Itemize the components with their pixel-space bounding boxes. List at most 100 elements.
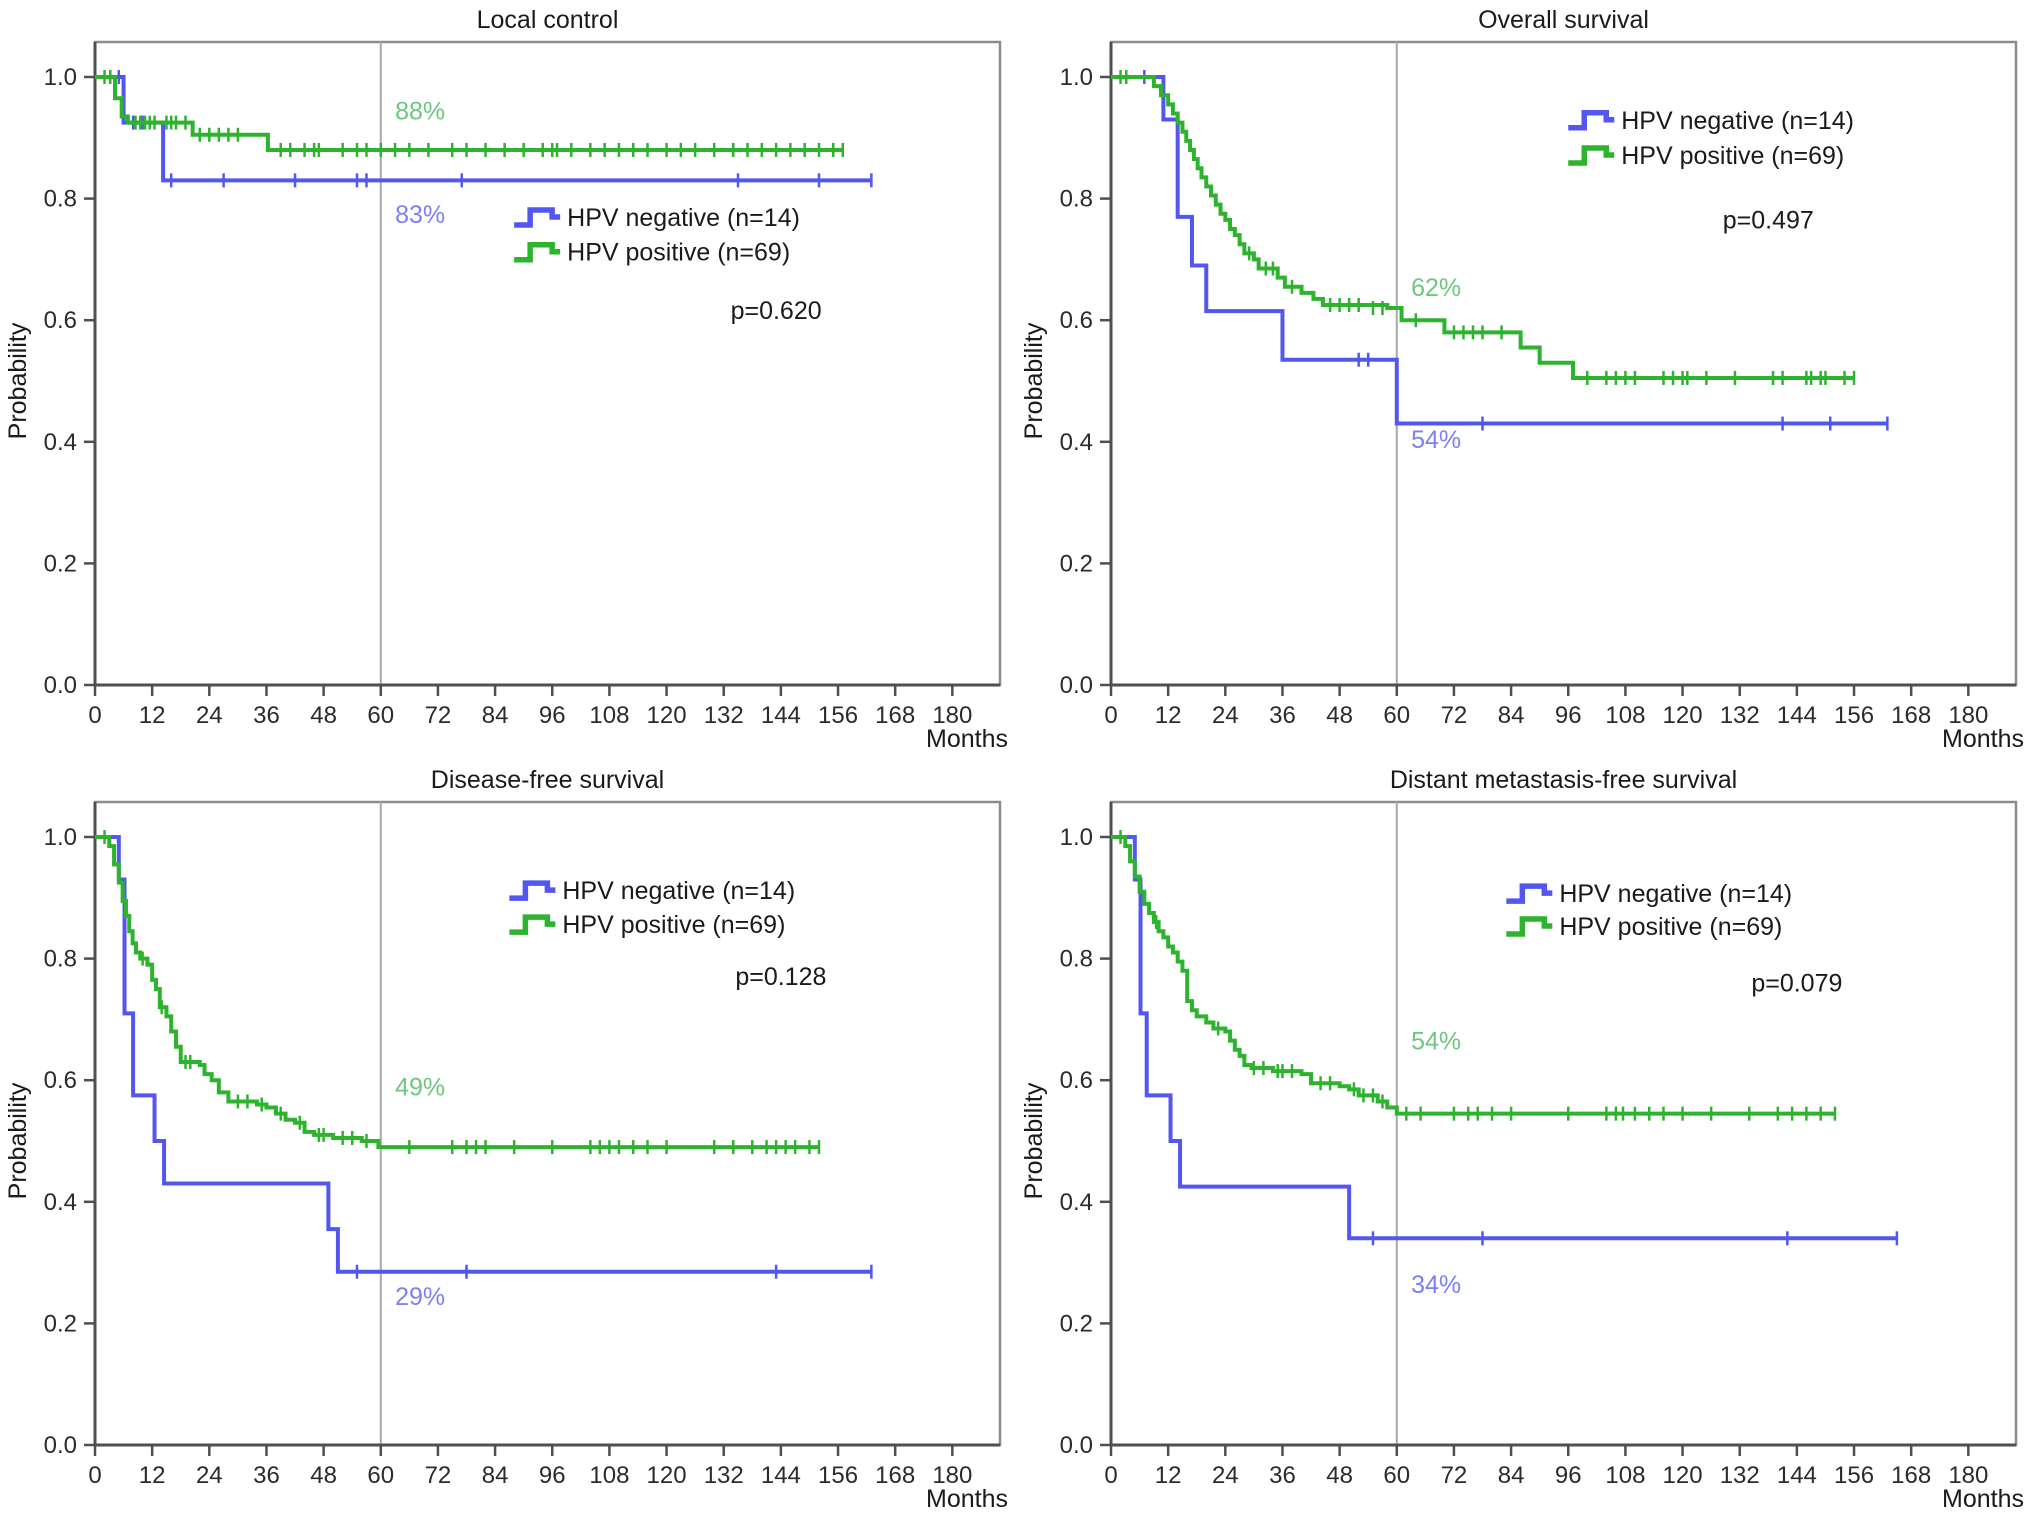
y-tick-label: 0.0 (44, 1432, 77, 1459)
p-value: p=0.620 (731, 297, 822, 325)
y-tick-label: 1.0 (1060, 64, 1093, 91)
legend-label-hpv-negative: HPV negative (n=14) (1559, 880, 1792, 908)
x-tick-label: 12 (1155, 702, 1182, 729)
y-tick-label: 0.0 (44, 672, 77, 699)
p-value: p=0.128 (735, 963, 826, 991)
x-tick-label: 120 (647, 702, 687, 729)
x-tick-label: 24 (196, 1462, 223, 1489)
x-tick-label: 84 (1498, 1462, 1525, 1489)
x-tick-label: 108 (589, 1462, 629, 1489)
x-tick-label: 180 (1948, 702, 1988, 729)
x-tick-label: 96 (539, 1462, 566, 1489)
x-tick-label: 156 (818, 1462, 858, 1489)
y-tick-label: 0.0 (1060, 1432, 1093, 1459)
panel-title: Disease-free survival (431, 766, 664, 794)
x-tick-label: 24 (1212, 702, 1239, 729)
survival-curve-hpv-negative (95, 75, 872, 183)
y-axis-label: Probability (4, 1082, 32, 1199)
x-tick-label: 60 (1383, 702, 1410, 729)
x-tick-label: 72 (425, 1462, 452, 1489)
legend-key-hpv-negative (514, 207, 561, 228)
plot-box (93, 800, 1002, 1447)
y-tick-label: 0.6 (44, 307, 77, 334)
x-axis-label: Months (926, 1485, 1008, 1513)
y-tick-label: 0.8 (44, 946, 77, 973)
plot-box (93, 40, 1002, 687)
annotation-62-percent: 62% (1411, 274, 1461, 302)
x-axis-label: Months (1942, 725, 2024, 753)
x-tick-label: 168 (875, 702, 915, 729)
annotation-83-percent: 83% (395, 201, 445, 229)
legend-key-hpv-positive (514, 241, 561, 263)
x-tick-label: 168 (875, 1462, 915, 1489)
x-tick-label: 72 (1441, 1462, 1468, 1489)
annotation-54-percent: 54% (1411, 1028, 1461, 1056)
annotation-29-percent: 29% (395, 1283, 445, 1311)
x-tick-label: 108 (1605, 702, 1645, 729)
survival-curve-hpv-positive (1111, 835, 1835, 1116)
y-tick-label: 0.8 (1060, 946, 1093, 973)
y-tick-label: 0.6 (44, 1067, 77, 1094)
x-tick-label: 96 (1555, 702, 1582, 729)
x-tick-label: 180 (932, 1462, 972, 1489)
x-tick-label: 48 (310, 702, 337, 729)
p-value: p=0.079 (1751, 969, 1842, 997)
x-tick-label: 144 (761, 1462, 801, 1489)
x-tick-label: 36 (1269, 1462, 1296, 1489)
x-tick-label: 108 (589, 702, 629, 729)
x-tick-label: 36 (1269, 702, 1296, 729)
x-tick-label: 96 (1555, 1462, 1582, 1489)
legend-label-hpv-positive: HPV positive (n=69) (562, 911, 785, 939)
legend-key-hpv-negative (1506, 883, 1553, 904)
x-tick-label: 180 (932, 702, 972, 729)
x-tick-label: 24 (196, 702, 223, 729)
km-chart-distant-metastasis-free-survival: Distant metastasis-free survival 0 12 24 36 4… (1020, 766, 2024, 1513)
x-tick-label: 12 (1155, 1462, 1182, 1489)
p-value: p=0.497 (1723, 206, 1814, 234)
y-tick-label: 0.2 (1060, 550, 1093, 577)
x-tick-label: 0 (1104, 1462, 1117, 1489)
annotation-54-percent: 54% (1411, 426, 1461, 454)
x-tick-label: 72 (1441, 702, 1468, 729)
y-tick-label: 0.2 (44, 1310, 77, 1337)
x-tick-label: 180 (1948, 1462, 1988, 1489)
x-tick-label: 156 (1834, 702, 1874, 729)
x-tick-label: 84 (482, 702, 509, 729)
annotation-88-percent: 88% (395, 97, 445, 125)
x-tick-label: 120 (1663, 702, 1703, 729)
x-tick-label: 24 (1212, 1462, 1239, 1489)
panel-distant-metastasis-free-survival: Distant metastasis-free survival 0 12 24 36 4… (1016, 760, 2032, 1520)
x-tick-label: 0 (88, 1462, 101, 1489)
x-tick-label: 0 (1104, 702, 1117, 729)
survival-curve-hpv-positive (95, 835, 819, 1150)
km-chart-local-control: Local control 0 12 24 36 48 60 72 84 96 108 120 132 1… (4, 6, 1008, 753)
x-tick-label: 144 (1777, 702, 1817, 729)
x-tick-label: 144 (761, 702, 801, 729)
panel-title: Distant metastasis-free survival (1390, 766, 1737, 794)
x-tick-label: 0 (88, 702, 101, 729)
legend-key-hpv-positive (1506, 916, 1553, 937)
x-tick-label: 84 (482, 1462, 509, 1489)
y-tick-label: 0.6 (1060, 307, 1093, 334)
legend-label-hpv-positive: HPV positive (n=69) (1621, 142, 1844, 170)
x-tick-label: 60 (367, 1462, 394, 1489)
annotation-34-percent: 34% (1411, 1271, 1461, 1299)
annotation-49-percent: 49% (395, 1073, 445, 1101)
y-tick-label: 1.0 (44, 824, 77, 851)
panel-title: Overall survival (1478, 6, 1649, 34)
x-tick-label: 144 (1777, 1462, 1817, 1489)
x-tick-label: 72 (425, 702, 452, 729)
x-tick-label: 132 (704, 1462, 744, 1489)
legend-label-hpv-positive: HPV positive (n=69) (1559, 913, 1782, 941)
y-tick-label: 0.4 (1060, 1189, 1093, 1216)
legend-label-hpv-negative: HPV negative (n=14) (1621, 107, 1854, 135)
x-tick-label: 132 (1720, 1462, 1760, 1489)
survival-curve-hpv-negative (1111, 75, 1888, 426)
km-chart-disease-free-survival: Disease-free survival 0 12 24 36 48 60 72 84 96 10… (4, 766, 1008, 1513)
survival-curve-hpv-positive (95, 75, 843, 152)
x-axis-label: Months (926, 725, 1008, 753)
x-tick-label: 60 (1383, 1462, 1410, 1489)
panel-overall-survival: Overall survival 0 12 24 36 48 60 72 84 96 108 120 1… (1016, 0, 2032, 760)
x-tick-label: 108 (1605, 1462, 1645, 1489)
x-tick-label: 168 (1891, 702, 1931, 729)
